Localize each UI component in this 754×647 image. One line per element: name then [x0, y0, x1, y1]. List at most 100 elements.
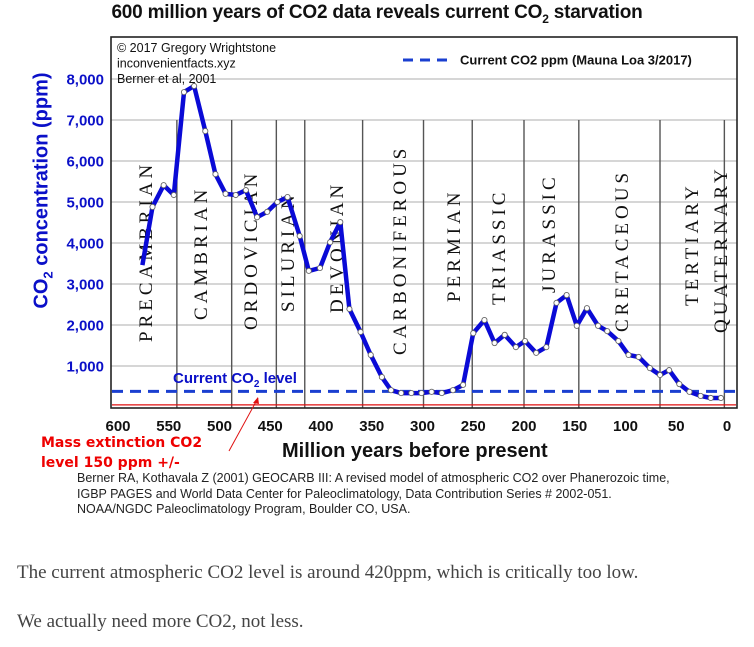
- data-point: [418, 390, 425, 397]
- period-label: TERTIARY: [682, 182, 703, 306]
- current-level-prefix: Current CO: [173, 370, 254, 387]
- data-point: [428, 388, 435, 395]
- legend: Current CO2 ppm (Mauna Loa 3/2017): [403, 53, 692, 68]
- current-co2-level-annotation: Current CO2 level: [173, 370, 297, 390]
- x-tick-label: 350: [359, 418, 384, 435]
- credit-line: Berner et al, 2001: [117, 72, 216, 86]
- data-point: [543, 344, 550, 351]
- extinction-note-line2: level 150 ppm +/-: [41, 455, 180, 471]
- x-tick-label: 300: [410, 418, 435, 435]
- data-point: [656, 371, 664, 379]
- data-point: [707, 394, 714, 402]
- citation-line2: IGBP PAGES and World Data Center for Pal…: [77, 486, 612, 501]
- credits: © 2017 Gregory Wrightstone inconvenientfa…: [117, 41, 276, 86]
- x-tick-label: 250: [461, 418, 486, 435]
- article-paragraph: We actually need more CO2, not less.: [17, 611, 304, 632]
- data-point: [615, 337, 622, 345]
- chart-title-suffix: starvation: [548, 2, 643, 23]
- data-point: [316, 264, 324, 272]
- data-point: [346, 305, 353, 313]
- co2-series-line: [140, 83, 721, 401]
- y-tick-label: 8,000: [66, 72, 104, 89]
- data-point: [367, 351, 374, 358]
- x-tick-label: 200: [511, 418, 536, 435]
- data-point: [583, 305, 590, 312]
- y-tick-labels: 1,000 2,000 3,000 4,000 5,000 6,000 7,000 8,000: [66, 72, 104, 376]
- data-point: [337, 219, 344, 226]
- data-point: [717, 394, 724, 402]
- data-point: [357, 328, 364, 336]
- period-label: TRIASSIC: [489, 189, 510, 305]
- credit-line: © 2017 Gregory Wrightstone: [117, 41, 276, 55]
- data-point: [254, 214, 261, 221]
- data-point: [686, 388, 693, 395]
- arrow-head-icon: [253, 397, 259, 404]
- x-tick-label: 550: [156, 418, 181, 435]
- data-point: [501, 331, 508, 338]
- data-point: [160, 182, 167, 189]
- x-tick-label: 500: [207, 418, 232, 435]
- credit-line: inconvenientfacts.xyz: [117, 57, 236, 71]
- citation-line3: NOAA/NGDC Paleoclimatology Program, Boul…: [77, 502, 411, 516]
- period-label: JURASSIC: [539, 173, 560, 293]
- data-point: [533, 349, 540, 356]
- chart-title-text: 600 million years of CO2 data reveals cu…: [111, 2, 543, 23]
- x-tick-label: 0: [723, 418, 731, 435]
- data-point: [378, 374, 385, 381]
- period-label: SILURIAN: [278, 191, 299, 312]
- x-tick-label: 50: [668, 418, 685, 435]
- y-tick-label: 2,000: [66, 318, 104, 335]
- current-level-subscript: 2: [253, 379, 260, 390]
- data-point: [438, 390, 445, 397]
- data-point: [666, 367, 673, 374]
- y-axis-label-subscript: 2: [40, 271, 56, 279]
- data-point: [170, 191, 177, 199]
- y-axis-label-suffix: concentration (ppm): [30, 72, 53, 272]
- data-point: [481, 317, 488, 324]
- data-point: [191, 82, 198, 90]
- x-tick-labels: 600 550 500 450 400 350 300 250 200 150 100 50 0: [105, 418, 731, 435]
- data-point: [449, 387, 457, 394]
- period-label: PERMIAN: [444, 188, 465, 302]
- x-tick-label: 450: [258, 418, 283, 435]
- extinction-note-line1: Mass extinction CO2: [41, 435, 203, 451]
- data-point: [296, 232, 303, 240]
- citation-line1: Berner RA, Kothavala Z (2001) GEOCARB II…: [77, 471, 670, 485]
- data-point: [408, 390, 415, 397]
- y-tick-label: 3,000: [66, 277, 104, 294]
- data-point: [604, 328, 611, 335]
- data-point: [232, 191, 239, 199]
- data-point: [149, 203, 156, 210]
- data-point: [387, 387, 395, 394]
- data-point: [563, 292, 570, 299]
- y-tick-label: 1,000: [66, 359, 104, 376]
- period-label: DEVONIAN: [327, 181, 348, 313]
- data-point: [242, 187, 249, 194]
- data-point: [460, 381, 467, 388]
- data-point: [595, 322, 602, 329]
- period-label: ORDOVICIAN: [241, 170, 262, 330]
- legend-label: Current CO2 ppm (Mauna Loa 3/2017): [460, 53, 692, 68]
- data-point: [305, 267, 312, 274]
- y-tick-label: 6,000: [66, 154, 104, 171]
- data-point: [284, 194, 291, 201]
- data-point: [470, 330, 477, 337]
- co2-chart: PRECAMBRIAN CAMBRIAN ORDOVICIAN SILURIAN DEV…: [66, 36, 738, 452]
- data-point: [573, 322, 580, 329]
- co2-series: [140, 82, 724, 402]
- data-point: [521, 337, 529, 345]
- mass-extinction-annotation: Mass extinction CO2 level 150 ppm +/-: [41, 433, 202, 473]
- data-point: [327, 239, 334, 246]
- data-point: [274, 198, 281, 206]
- period-dividers: [176, 120, 726, 408]
- data-point: [553, 299, 560, 306]
- data-point: [512, 344, 519, 351]
- data-point: [491, 339, 498, 347]
- x-tick-label: 600: [105, 418, 130, 435]
- data-point: [264, 208, 271, 215]
- data-point: [697, 392, 704, 399]
- data-point: [222, 190, 229, 197]
- y-tick-label: 4,000: [66, 236, 104, 253]
- plot-frame: [110, 36, 738, 409]
- period-label: QUATERNARY: [711, 165, 732, 333]
